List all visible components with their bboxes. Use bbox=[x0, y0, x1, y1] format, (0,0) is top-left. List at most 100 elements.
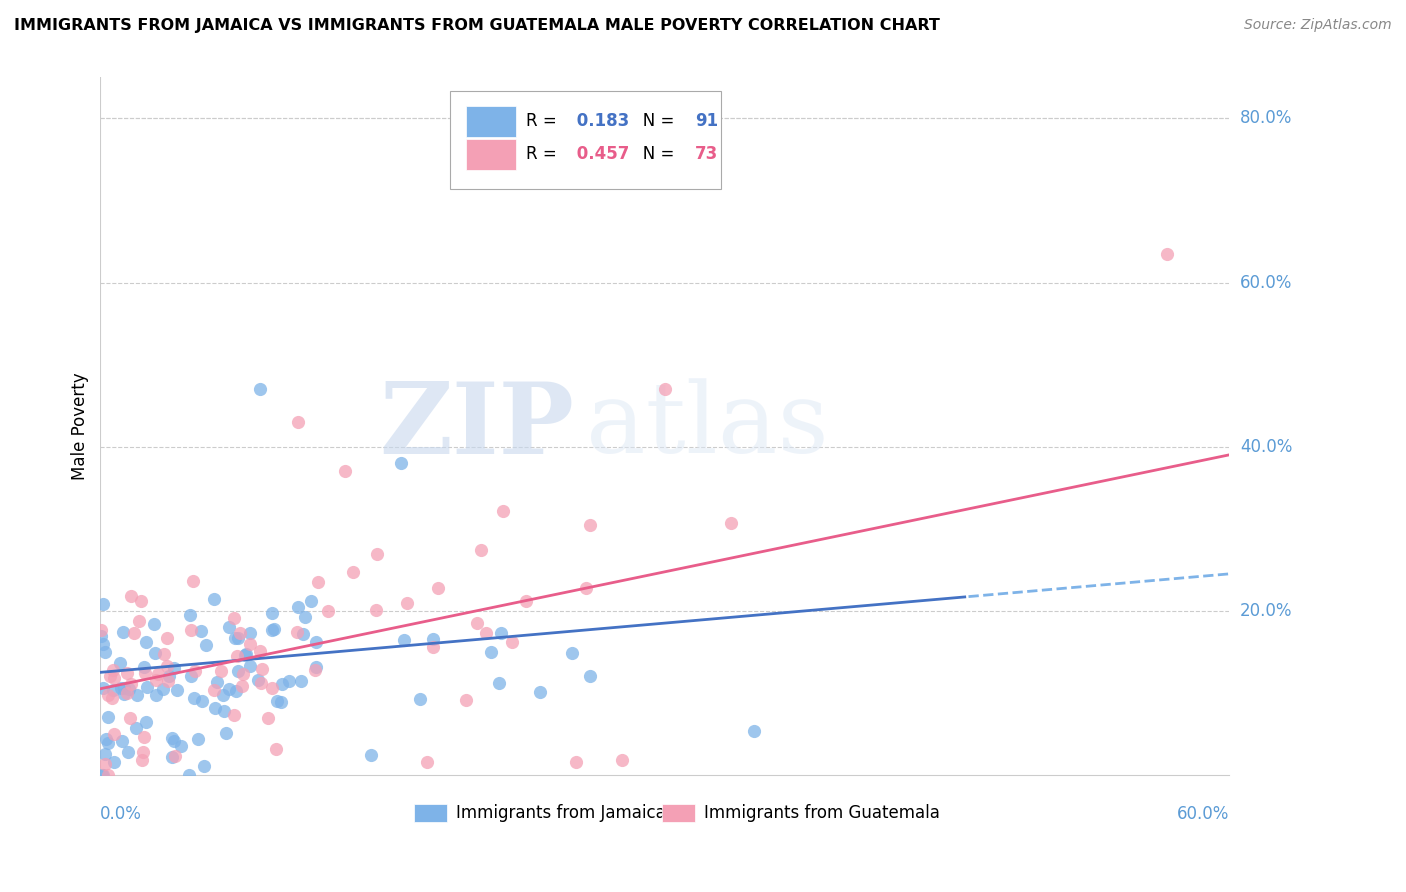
Point bbox=[128, 615, 150, 629]
Point bbox=[238, 659, 260, 673]
Text: Source: ZipAtlas.com: Source: ZipAtlas.com bbox=[1244, 18, 1392, 32]
Point bbox=[474, 626, 496, 640]
Point bbox=[488, 675, 510, 690]
FancyBboxPatch shape bbox=[662, 805, 695, 822]
Text: 0.183: 0.183 bbox=[571, 112, 630, 130]
Point bbox=[392, 633, 415, 648]
Point bbox=[277, 673, 299, 688]
Point bbox=[211, 664, 233, 678]
Point bbox=[224, 631, 246, 645]
Point bbox=[257, 711, 280, 725]
Point bbox=[305, 660, 328, 674]
Point bbox=[132, 745, 155, 759]
FancyBboxPatch shape bbox=[465, 106, 516, 136]
Point bbox=[422, 632, 444, 646]
Point bbox=[183, 691, 205, 706]
Point bbox=[366, 548, 388, 562]
Point bbox=[307, 575, 329, 590]
Text: ZIP: ZIP bbox=[380, 377, 575, 475]
Point bbox=[103, 664, 125, 678]
Point bbox=[103, 727, 125, 741]
Point bbox=[165, 749, 187, 764]
Point bbox=[360, 748, 382, 763]
Point bbox=[515, 594, 537, 608]
Point bbox=[529, 685, 551, 699]
Point bbox=[98, 669, 121, 683]
Point bbox=[163, 660, 186, 674]
Point bbox=[333, 464, 356, 478]
Point bbox=[264, 742, 287, 756]
Point bbox=[290, 673, 312, 688]
Point bbox=[575, 582, 598, 596]
Point bbox=[91, 637, 114, 651]
Point bbox=[117, 745, 139, 759]
Point bbox=[135, 714, 157, 729]
Point bbox=[396, 596, 419, 610]
Point bbox=[247, 673, 270, 688]
Point bbox=[228, 626, 250, 640]
Point bbox=[232, 667, 254, 681]
Point bbox=[132, 731, 155, 745]
Point bbox=[90, 629, 112, 643]
Text: 73: 73 bbox=[695, 145, 718, 163]
Point bbox=[389, 456, 412, 470]
Point bbox=[465, 615, 488, 630]
Point bbox=[134, 666, 156, 681]
Point bbox=[146, 667, 169, 681]
Point bbox=[180, 668, 202, 682]
Point bbox=[224, 611, 246, 625]
Point bbox=[180, 623, 202, 637]
Point bbox=[218, 681, 240, 696]
Point bbox=[214, 704, 236, 718]
Point bbox=[492, 504, 515, 518]
Point bbox=[132, 659, 155, 673]
Text: R =: R = bbox=[526, 145, 562, 163]
Point bbox=[131, 753, 153, 767]
Point bbox=[226, 631, 249, 645]
Point bbox=[291, 627, 314, 641]
Point bbox=[145, 673, 167, 687]
Point bbox=[90, 623, 112, 637]
Point bbox=[94, 645, 117, 659]
FancyBboxPatch shape bbox=[450, 91, 721, 189]
Text: N =: N = bbox=[627, 112, 681, 130]
Point bbox=[565, 756, 588, 770]
Point bbox=[135, 681, 157, 695]
Point bbox=[115, 686, 138, 700]
Point bbox=[578, 518, 600, 533]
Point bbox=[233, 648, 256, 662]
Point bbox=[427, 581, 450, 595]
Point bbox=[260, 681, 283, 695]
Point bbox=[252, 662, 274, 676]
Point bbox=[249, 676, 271, 690]
Y-axis label: Male Poverty: Male Poverty bbox=[72, 372, 89, 480]
Point bbox=[101, 691, 124, 706]
Point bbox=[143, 647, 166, 661]
Point bbox=[152, 681, 174, 696]
Point bbox=[285, 624, 308, 639]
Point bbox=[94, 747, 117, 761]
Point bbox=[305, 634, 328, 648]
Point bbox=[239, 637, 262, 651]
Point bbox=[191, 694, 214, 708]
Point bbox=[97, 768, 120, 782]
Point bbox=[110, 681, 132, 695]
Text: 60.0%: 60.0% bbox=[1177, 805, 1229, 823]
Point bbox=[184, 665, 207, 679]
FancyBboxPatch shape bbox=[465, 139, 516, 169]
Point bbox=[454, 693, 477, 707]
Point bbox=[170, 739, 193, 753]
Text: 91: 91 bbox=[695, 112, 718, 130]
Point bbox=[122, 626, 145, 640]
Point bbox=[117, 666, 139, 681]
Point bbox=[226, 664, 249, 678]
Point bbox=[294, 610, 316, 624]
Point bbox=[204, 701, 226, 715]
Point bbox=[157, 669, 180, 683]
Point bbox=[120, 711, 142, 725]
Point bbox=[579, 669, 602, 683]
Point bbox=[183, 574, 205, 589]
Point bbox=[299, 594, 322, 608]
Point bbox=[287, 600, 309, 615]
Point bbox=[470, 543, 492, 558]
